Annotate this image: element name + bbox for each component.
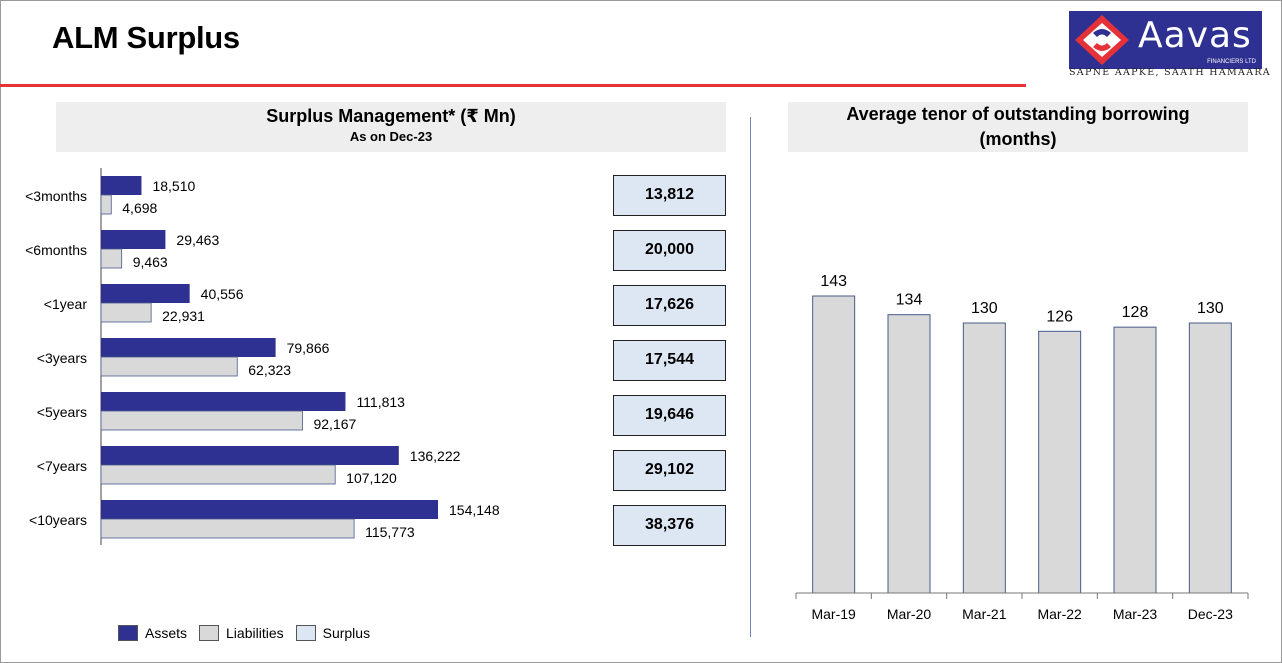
legend-label-liabilities: Liabilities: [226, 625, 284, 641]
surplus-value-box: 38,376: [613, 505, 726, 546]
tenor-bar: [963, 323, 1005, 593]
tenor-bar: [1039, 331, 1081, 593]
surplus-value-box: 19,646: [613, 395, 726, 436]
legend-label-assets: Assets: [145, 625, 187, 641]
x-tick-label: Mar-22: [1037, 606, 1082, 622]
tenor-data-label: 128: [1122, 304, 1149, 321]
surplus-value-box: 17,626: [613, 285, 726, 326]
legend-item-assets: Assets: [118, 625, 187, 641]
tenor-bar: [1114, 327, 1156, 593]
tenor-data-label: 126: [1046, 308, 1073, 325]
legend-swatch-surplus: [296, 625, 316, 641]
chart-legend: Assets Liabilities Surplus: [118, 625, 382, 641]
surplus-value-box: 17,544: [613, 340, 726, 381]
tenor-data-label: 130: [971, 300, 998, 317]
tenor-data-label: 134: [896, 292, 923, 309]
tenor-bar: [888, 315, 930, 593]
x-tick-label: Mar-23: [1113, 606, 1158, 622]
x-tick-label: Mar-21: [962, 606, 1007, 622]
surplus-value-box: 20,000: [613, 230, 726, 271]
legend-label-surplus: Surplus: [323, 625, 370, 641]
legend-swatch-assets: [118, 625, 138, 641]
tenor-bar-chart: 143 Mar-19 134 Mar-20 130 Mar-21 126 Mar-22 128 M…: [0, 0, 1282, 663]
legend-item-surplus: Surplus: [296, 625, 370, 641]
tenor-bar: [813, 296, 855, 593]
legend-swatch-liabilities: [199, 625, 219, 641]
tenor-data-label: 130: [1197, 300, 1224, 317]
tenor-bar: [1189, 323, 1231, 593]
x-tick-label: Mar-19: [811, 606, 856, 622]
tenor-data-label: 143: [820, 273, 847, 290]
x-tick-label: Dec-23: [1188, 606, 1233, 622]
surplus-value-box: 29,102: [613, 450, 726, 491]
surplus-value-box: 13,812: [613, 175, 726, 216]
x-tick-label: Mar-20: [887, 606, 932, 622]
legend-item-liabilities: Liabilities: [199, 625, 284, 641]
